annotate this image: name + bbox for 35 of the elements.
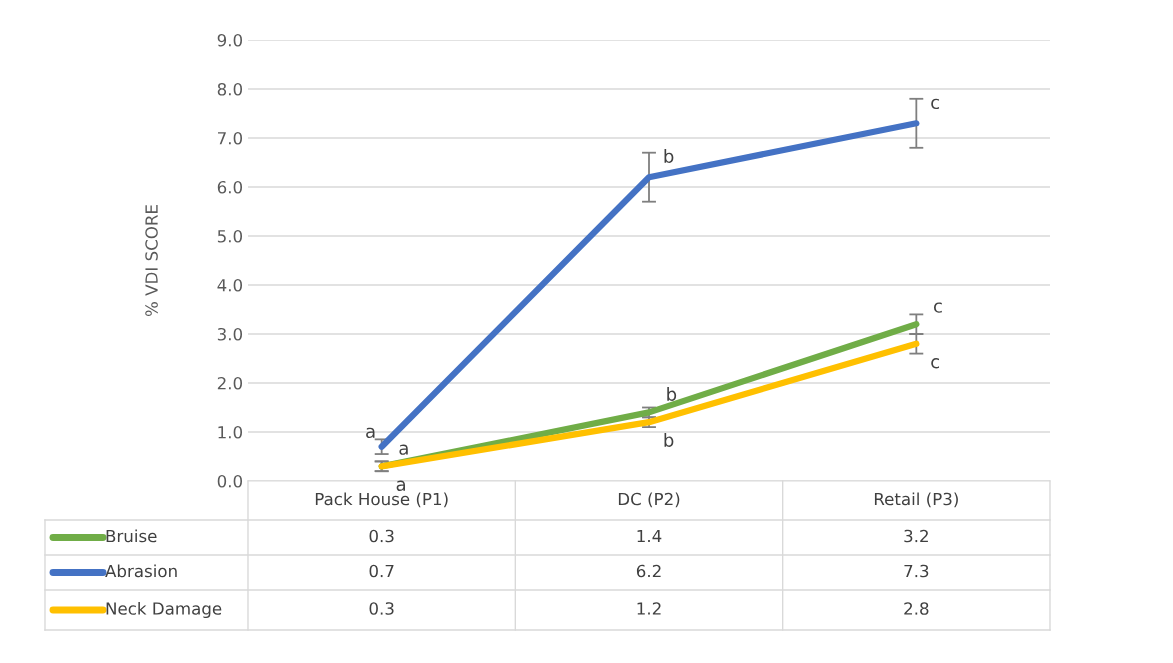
y-tick-label: 2.0 (217, 376, 243, 390)
annotation: c (931, 98, 940, 110)
y-tick-label: 5.0 (217, 229, 243, 243)
y-tick-label: 4.0 (217, 278, 243, 292)
data-label: 2.8 (904, 602, 929, 615)
data-label: 0.3 (369, 602, 394, 615)
y-tick-label: 7.0 (218, 131, 243, 145)
data-label: 1.4 (637, 529, 662, 543)
annotation: a (396, 480, 405, 491)
y-tick-label: 9.0 (217, 33, 243, 47)
annotation: c (934, 302, 942, 313)
y-tick-label: 1.0 (218, 425, 243, 439)
annotation: b (664, 432, 674, 447)
y-tick-label: 0.0 (217, 474, 243, 488)
data-label: 6.2 (636, 564, 661, 578)
y-tick-label: 6.0 (217, 180, 243, 194)
annotation: a (366, 427, 375, 439)
annotation: b (664, 149, 674, 163)
data-label: 1.2 (637, 602, 661, 615)
data-label: 0.3 (369, 529, 394, 543)
x-tick-label: Pack House (P1) (315, 492, 448, 508)
y-tick-label: 8.0 (217, 82, 243, 96)
legend-label: Bruise (106, 529, 157, 543)
data-label: 7.3 (904, 564, 929, 578)
y-axis-title: % VDI SCORE (145, 205, 158, 317)
y-tick-label: 3.0 (217, 327, 243, 341)
data-label: 3.2 (904, 529, 928, 543)
annotation: c (931, 358, 940, 369)
annotation: b (667, 387, 677, 401)
legend-label: Abrasion (105, 564, 177, 578)
x-tick-label: DC (P2) (618, 492, 680, 508)
x-tick-label: Retail (P3) (874, 492, 958, 508)
legend-label: Neck Damage (106, 601, 222, 619)
annotation: a (399, 444, 408, 455)
data-label: 0.7 (369, 564, 394, 578)
